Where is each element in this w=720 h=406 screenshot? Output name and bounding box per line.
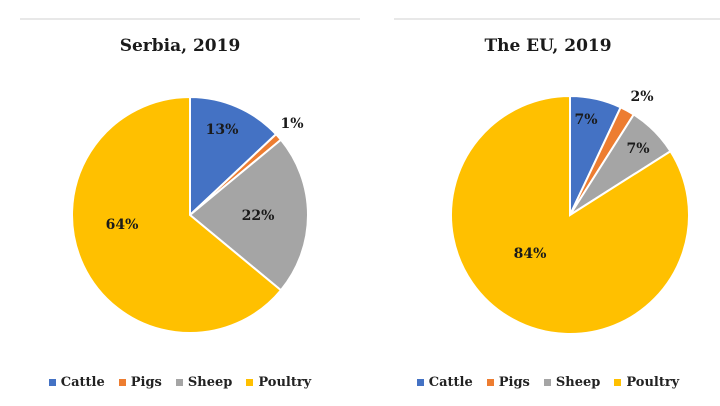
legend-item-pigs: Pigs <box>486 375 530 390</box>
legend-label: Poultry <box>626 375 680 390</box>
legend-swatch <box>175 379 183 386</box>
pie-slice-sheep <box>188 138 309 292</box>
pie-plot: 13% 1% 22% 64% <box>71 95 309 334</box>
data-label-poultry: 64% <box>106 217 139 233</box>
data-label-pigs: 2% <box>630 89 653 105</box>
legend-item-pigs: Pigs <box>118 375 162 390</box>
chart-title: The EU, 2019 <box>484 36 612 56</box>
data-label-sheep: 7% <box>626 141 649 157</box>
data-label-cattle: 13% <box>206 122 239 138</box>
legend-swatch <box>416 379 424 386</box>
pie-plot: 7% 2% 7% 84% <box>450 89 690 335</box>
legend-item-cattle: Cattle <box>48 375 105 390</box>
legend-label: Cattle <box>60 375 105 390</box>
legend-item-poultry: Poultry <box>246 375 311 390</box>
legend-label: Cattle <box>428 375 473 390</box>
data-label-pigs: 1% <box>280 116 303 132</box>
legend-item-sheep: Sheep <box>175 375 233 390</box>
pie-slice-poultry <box>71 95 283 334</box>
legend-label: Pigs <box>498 375 530 390</box>
legend-label: Poultry <box>258 375 312 390</box>
pie-slice-poultry <box>450 94 690 335</box>
legend-swatch <box>486 379 494 386</box>
legend-item-sheep: Sheep <box>543 375 601 390</box>
legend-swatch <box>48 379 56 386</box>
divider <box>394 18 720 20</box>
pie-chart-serbia: Serbia, 2019 13% 1% 22% 64% Cattle Pigs She… <box>0 18 360 390</box>
chart-title: Serbia, 2019 <box>119 36 241 56</box>
data-label-cattle: 7% <box>574 112 597 128</box>
legend: Cattle Pigs Sheep Poultry <box>0 375 360 390</box>
data-label-sheep: 22% <box>242 208 275 224</box>
legend-swatch <box>118 379 126 386</box>
divider <box>20 18 360 20</box>
pie-slice-cattle <box>189 95 278 218</box>
legend-swatch <box>246 379 254 386</box>
legend-swatch <box>614 379 622 386</box>
legend-item-cattle: Cattle <box>416 375 473 390</box>
legend: Cattle Pigs Sheep Poultry <box>376 375 720 390</box>
legend-label: Pigs <box>130 375 162 390</box>
pie-chart-eu: The EU, 2019 7% 2% 7% 84% Cattle Pigs Sheep… <box>376 0 720 406</box>
legend-label: Sheep <box>187 375 233 390</box>
data-label-poultry: 84% <box>514 246 547 262</box>
legend-swatch <box>543 379 551 386</box>
legend-label: Sheep <box>555 375 601 390</box>
legend-item-poultry: Poultry <box>614 375 679 390</box>
